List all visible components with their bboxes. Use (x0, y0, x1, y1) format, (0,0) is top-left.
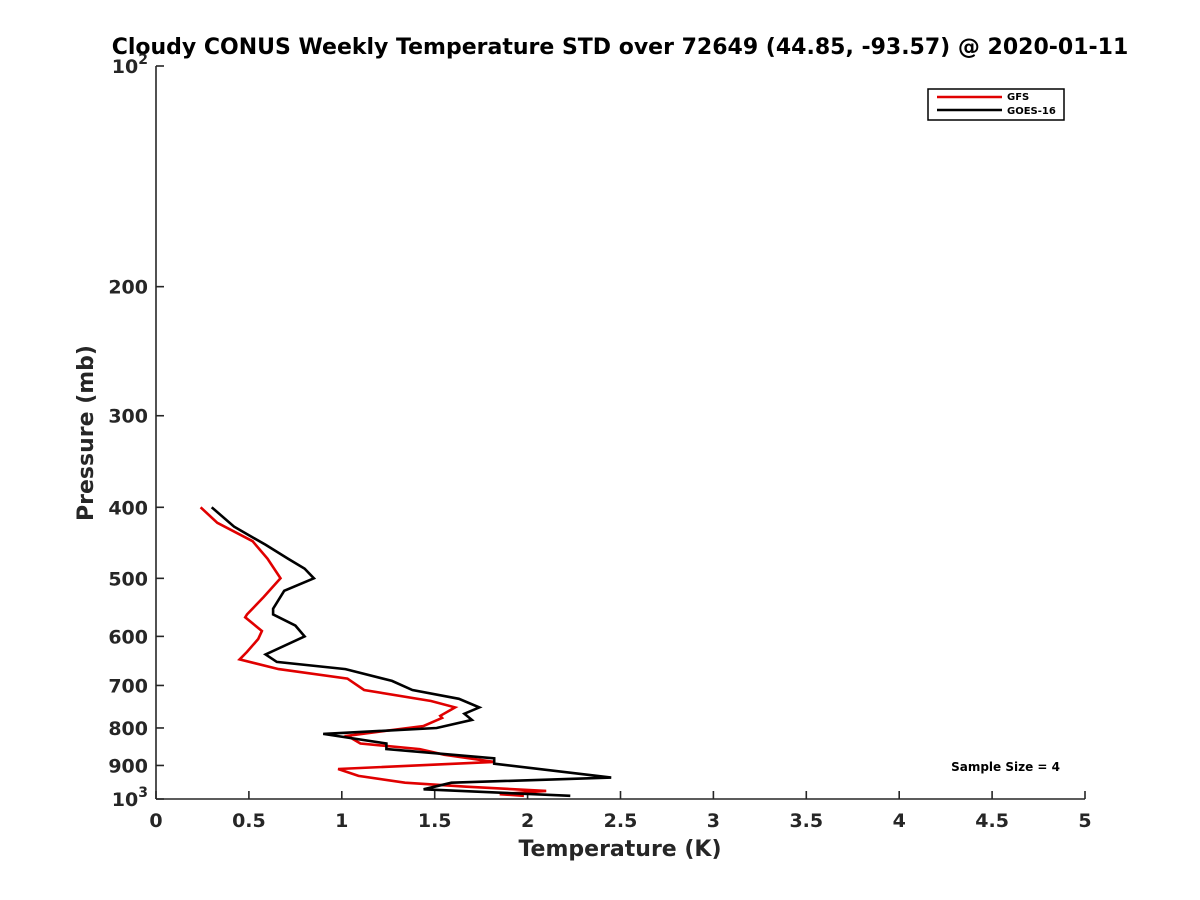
y-tick-label-exponent: 3 (138, 785, 148, 801)
x-tick-label: 3 (707, 810, 720, 832)
y-tick-label: 400 (108, 497, 148, 519)
sample-size-annotation: Sample Size = 4 (951, 760, 1060, 774)
y-tick-label-base: 10 (112, 56, 138, 78)
x-tick-label: 1 (335, 810, 348, 832)
series-line-gfs (199, 506, 547, 798)
y-tick-label: 900 (108, 755, 148, 777)
legend: GFS GOES-16 (927, 88, 1065, 121)
x-axis-label: Temperature (K) (518, 837, 721, 862)
y-tick-label: 200 (108, 277, 148, 299)
x-tick-label: 1.5 (418, 810, 452, 832)
y-tick-label-exponent: 2 (138, 52, 148, 68)
y-tick-label: 600 (108, 626, 148, 648)
y-tick-label: 103 (112, 785, 148, 811)
series-layer (199, 506, 612, 798)
x-tick-label: 2 (521, 810, 534, 832)
x-tick-label: 4 (893, 810, 906, 832)
y-tick-label: 700 (108, 675, 148, 697)
series-line-goes-16 (210, 506, 612, 798)
x-tick-label: 2.5 (604, 810, 638, 832)
x-tick-label: 5 (1078, 810, 1091, 832)
x-axis-ticks: 0 0.5 1 1.5 2 2.5 3 3.5 4 4.5 5 (149, 791, 1092, 832)
y-axis-label: Pressure (mb) (74, 345, 99, 521)
legend-label-gfs: GFS (1007, 92, 1029, 103)
x-tick-label: 4.5 (975, 810, 1009, 832)
y-tick-label: 500 (108, 568, 148, 590)
legend-label-goes-16: GOES-16 (1007, 106, 1056, 117)
x-tick-label: 0 (149, 810, 162, 832)
y-tick-label-base: 10 (112, 789, 138, 811)
plot-area (155, 66, 1085, 800)
y-tick-label: 300 (108, 406, 148, 428)
x-tick-label: 3.5 (789, 810, 823, 832)
x-tick-label: 0.5 (232, 810, 266, 832)
y-tick-label: 102 (112, 52, 148, 78)
y-tick-label: 800 (108, 718, 148, 740)
chart-title: Cloudy CONUS Weekly Temperature STD over… (112, 35, 1129, 60)
legend-box (927, 88, 1065, 121)
